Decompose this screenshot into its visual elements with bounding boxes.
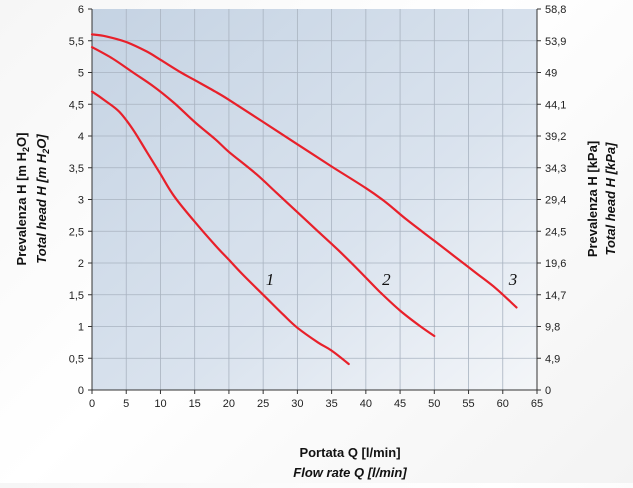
y-left-tick-label: 1,5 xyxy=(69,290,84,302)
y-right-tick-label: 39,2 xyxy=(545,131,566,143)
series-lines xyxy=(90,33,518,366)
y-right-tick-label: 4,9 xyxy=(545,353,560,365)
y-right-tick-label: 19,6 xyxy=(545,258,566,270)
y-left-tick-label: 3 xyxy=(78,195,84,207)
tick-labels: 0 5 10 15 20 25 30 35 40 45 50 55 60 650 00,5 4,91 9,81,… xyxy=(69,4,567,410)
y-left-tick-label: 2 xyxy=(78,258,84,270)
y-left-tick-label: 0 xyxy=(78,385,84,397)
curve-label-1: 1 xyxy=(266,270,275,289)
x-tick-label: 25 xyxy=(257,398,269,410)
y-right-tick-label: 58,8 xyxy=(545,4,566,16)
x-axis-title: Portata Q [l/min] xyxy=(299,445,400,460)
y-left-tick-label: 5 xyxy=(78,68,84,80)
y-right-tick-label: 49 xyxy=(545,68,557,80)
y-left-title-end: O] xyxy=(14,133,29,147)
y-left-tick-label: 4 xyxy=(78,131,84,143)
y-left-tick-label: 4,5 xyxy=(69,99,84,111)
curve-2 xyxy=(90,46,436,338)
curve-labels: 1 2 3 xyxy=(266,270,518,289)
curve-label-2: 2 xyxy=(382,270,391,289)
y-right-tick-label: 9,8 xyxy=(545,322,560,334)
y-left-title-sub: 2 xyxy=(21,147,31,152)
x-tick-label: 45 xyxy=(394,398,406,410)
y-left-title-en-sub: 2 xyxy=(41,149,51,155)
x-tick-label: 40 xyxy=(360,398,372,410)
y-left-title-en-end: O] xyxy=(34,134,49,149)
curve-3 xyxy=(90,33,518,309)
x-tick-label: 0 xyxy=(89,398,95,410)
curve-label-3: 3 xyxy=(508,270,518,289)
y-right-tick-label: 0 xyxy=(545,385,551,397)
x-tick-label: 10 xyxy=(154,398,166,410)
grid-lines xyxy=(92,9,537,390)
y-right-tick-label: 44,1 xyxy=(545,99,566,111)
y-left-tick-label: 2,5 xyxy=(69,226,84,238)
x-tick-label: 5 xyxy=(123,398,129,410)
x-tick-label: 35 xyxy=(325,398,337,410)
y-right-tick-label: 24,5 xyxy=(545,226,566,238)
y-left-tick-label: 1 xyxy=(78,322,84,334)
y-right-tick-label: 53,9 xyxy=(545,36,566,48)
y-right-axis-title-en: Total head H [kPa] xyxy=(603,142,618,256)
y-left-axis-title-en: Total head H [m H2O] xyxy=(34,134,51,264)
y-left-axis-title: Prevalenza H [m H2O] xyxy=(14,133,31,266)
x-tick-label: 55 xyxy=(462,398,474,410)
x-axis-title-en: Flow rate Q [l/min] xyxy=(293,465,407,480)
y-left-tick-label: 3,5 xyxy=(69,163,84,175)
y-right-tick-label: 14,7 xyxy=(545,290,566,302)
y-left-tick-label: 5,5 xyxy=(69,36,84,48)
x-tick-label: 50 xyxy=(428,398,440,410)
curve-1 xyxy=(90,90,350,366)
x-tick-label: 30 xyxy=(291,398,303,410)
x-tick-label: 60 xyxy=(497,398,509,410)
x-tick-label: 20 xyxy=(223,398,235,410)
x-tick-label: 15 xyxy=(189,398,201,410)
y-right-axis-title: Prevalenza H [kPa] xyxy=(585,141,600,257)
x-tick-label: 65 xyxy=(531,398,543,410)
y-left-title-part1: Prevalenza H [m H xyxy=(14,152,29,265)
y-left-tick-label: 0,5 xyxy=(69,353,84,365)
y-right-tick-label: 29,4 xyxy=(545,195,566,207)
y-right-tick-label: 34,3 xyxy=(545,163,566,175)
y-left-tick-label: 6 xyxy=(78,4,84,16)
axes xyxy=(88,8,541,394)
y-left-title-en-part1: Total head H [m H xyxy=(34,153,49,264)
